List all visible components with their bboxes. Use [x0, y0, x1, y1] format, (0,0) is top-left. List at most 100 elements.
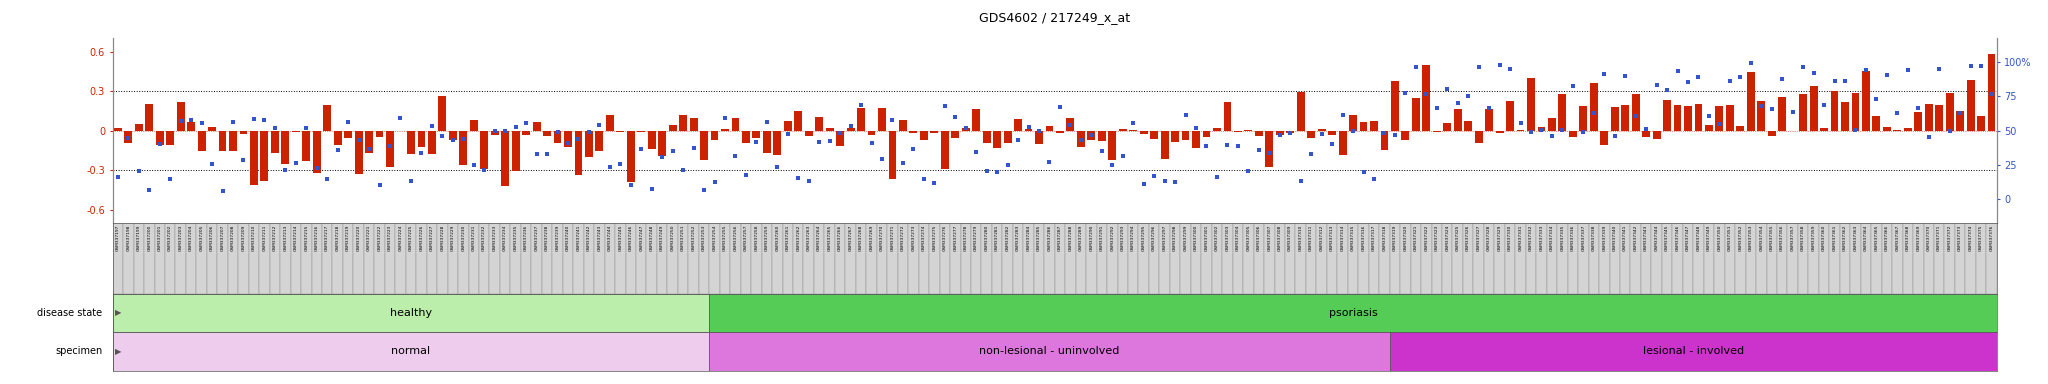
- Bar: [1935, 105, 1944, 131]
- Bar: [1202, 223, 1212, 294]
- Bar: [135, 124, 143, 131]
- Text: GSM337284: GSM337284: [1026, 225, 1030, 251]
- Bar: [1307, 131, 1315, 138]
- Bar: [1057, 131, 1063, 133]
- Point: [1294, 151, 1327, 157]
- Text: GSM337351: GSM337351: [1729, 225, 1733, 252]
- Text: GSM337326: GSM337326: [1466, 225, 1470, 251]
- Text: GSM337244: GSM337244: [608, 225, 612, 251]
- Bar: [1612, 107, 1618, 131]
- Bar: [1831, 91, 1839, 131]
- Text: GSM337375: GSM337375: [1978, 225, 1982, 252]
- Point: [1337, 128, 1370, 134]
- Point: [971, 168, 1004, 174]
- Bar: [1378, 223, 1391, 294]
- Bar: [825, 128, 834, 131]
- Point: [1933, 127, 1966, 134]
- Bar: [1266, 131, 1274, 167]
- Point: [950, 125, 983, 131]
- Text: GSM337200: GSM337200: [147, 225, 152, 251]
- Text: GSM337220: GSM337220: [356, 225, 360, 251]
- Bar: [313, 131, 322, 173]
- Bar: [1339, 131, 1346, 154]
- Text: GSM337360: GSM337360: [1823, 225, 1827, 251]
- Bar: [125, 131, 133, 143]
- Point: [961, 149, 993, 155]
- Point: [406, 150, 438, 156]
- Bar: [625, 223, 637, 294]
- Text: GSM337369: GSM337369: [1917, 225, 1921, 251]
- Text: GSM337256: GSM337256: [733, 225, 737, 252]
- Text: GSM337335: GSM337335: [1561, 225, 1565, 252]
- Bar: [207, 223, 217, 294]
- Bar: [1087, 131, 1096, 140]
- Bar: [1956, 223, 1966, 294]
- Point: [1233, 168, 1266, 174]
- Text: GSM337297: GSM337297: [1163, 225, 1167, 251]
- Bar: [1976, 223, 1987, 294]
- Text: GSM337345: GSM337345: [1665, 225, 1669, 252]
- Bar: [436, 223, 449, 294]
- Bar: [293, 131, 299, 132]
- Text: GSM337237: GSM337237: [535, 225, 539, 251]
- Point: [750, 119, 782, 125]
- Point: [1243, 147, 1276, 153]
- Text: GSM337265: GSM337265: [827, 225, 831, 252]
- Text: GDS4602 / 217249_x_at: GDS4602 / 217249_x_at: [979, 12, 1130, 25]
- Bar: [1894, 129, 1901, 131]
- Bar: [522, 131, 530, 135]
- Bar: [637, 131, 645, 132]
- Text: GSM337302: GSM337302: [1214, 225, 1219, 251]
- Point: [1870, 72, 1903, 78]
- Point: [1389, 90, 1421, 96]
- Point: [1903, 105, 1935, 111]
- Bar: [668, 223, 678, 294]
- Bar: [1108, 223, 1118, 294]
- Text: GSM337328: GSM337328: [1487, 225, 1491, 251]
- Text: GSM337254: GSM337254: [713, 225, 717, 252]
- Text: GSM337364: GSM337364: [1864, 225, 1868, 251]
- Bar: [1862, 71, 1870, 131]
- Text: GSM337367: GSM337367: [1894, 225, 1898, 251]
- Bar: [1538, 127, 1546, 131]
- Bar: [1380, 131, 1389, 150]
- Text: GSM337210: GSM337210: [252, 225, 256, 251]
- Point: [1378, 132, 1411, 139]
- Point: [113, 135, 145, 141]
- Bar: [741, 223, 752, 294]
- Bar: [1128, 130, 1137, 131]
- Bar: [1473, 223, 1485, 294]
- Point: [1610, 73, 1642, 79]
- Bar: [1622, 105, 1628, 131]
- Bar: [1976, 116, 1985, 131]
- Text: GSM337303: GSM337303: [1225, 225, 1229, 251]
- Point: [520, 151, 553, 157]
- Point: [772, 131, 805, 137]
- Point: [217, 119, 250, 125]
- Bar: [616, 131, 625, 132]
- Bar: [1923, 223, 1933, 294]
- Text: GSM337221: GSM337221: [367, 225, 371, 251]
- Bar: [1516, 223, 1526, 294]
- Bar: [1694, 223, 1704, 294]
- Text: GSM337245: GSM337245: [618, 225, 623, 252]
- Text: GSM337346: GSM337346: [1675, 225, 1679, 251]
- Point: [1620, 113, 1653, 119]
- Bar: [1139, 223, 1149, 294]
- Bar: [950, 223, 961, 294]
- Text: GSM337234: GSM337234: [504, 225, 508, 251]
- Point: [1284, 179, 1317, 185]
- Bar: [899, 121, 907, 131]
- Text: GSM337309: GSM337309: [1288, 225, 1292, 251]
- Bar: [1004, 131, 1012, 143]
- Point: [1587, 71, 1620, 77]
- Point: [1044, 104, 1077, 110]
- Text: GSM337274: GSM337274: [922, 225, 926, 251]
- Bar: [1317, 129, 1325, 131]
- Text: GSM337298: GSM337298: [1174, 225, 1178, 251]
- Bar: [1946, 93, 1954, 131]
- Bar: [1747, 71, 1755, 131]
- Point: [416, 123, 449, 129]
- Bar: [1317, 223, 1327, 294]
- Point: [1462, 64, 1495, 70]
